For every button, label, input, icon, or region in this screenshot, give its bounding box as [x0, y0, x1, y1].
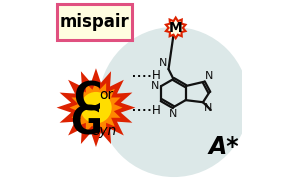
Circle shape [99, 27, 249, 177]
Text: N: N [159, 58, 167, 68]
Text: or: or [99, 88, 113, 102]
Text: N: N [204, 71, 213, 81]
Text: M: M [169, 21, 183, 35]
Circle shape [80, 92, 112, 123]
Text: A*: A* [208, 135, 239, 159]
Polygon shape [69, 81, 123, 134]
Polygon shape [56, 68, 135, 147]
FancyBboxPatch shape [56, 5, 132, 40]
Text: N: N [151, 81, 159, 91]
Text: N: N [169, 109, 178, 119]
Text: G: G [70, 105, 102, 143]
Text: C: C [73, 80, 102, 118]
Text: N: N [204, 103, 213, 113]
Text: mispair: mispair [59, 13, 129, 31]
Text: syn: syn [93, 124, 117, 138]
Polygon shape [166, 18, 186, 38]
Text: H: H [152, 69, 161, 82]
Text: H: H [152, 104, 161, 117]
